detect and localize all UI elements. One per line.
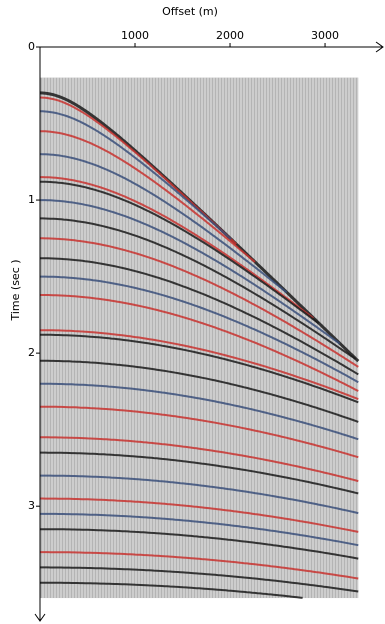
reflection-event bbox=[40, 176, 314, 319]
reflection-event bbox=[40, 294, 359, 392]
y-tick-label: 0 bbox=[28, 40, 35, 53]
reflection-event bbox=[40, 130, 256, 263]
reflection-event bbox=[40, 581, 303, 599]
reflection-event bbox=[40, 566, 359, 593]
reflection-event bbox=[40, 110, 232, 240]
reflection-event bbox=[40, 180, 320, 325]
reflection-event bbox=[40, 451, 359, 495]
x-tick-label: 3000 bbox=[311, 29, 339, 42]
reflection-event bbox=[40, 551, 359, 580]
reflection-event bbox=[40, 474, 359, 515]
x-axis-arrow bbox=[375, 41, 384, 53]
reflection-event bbox=[40, 528, 359, 560]
reflection-event bbox=[40, 199, 341, 345]
y-axis-title: Time (sec ) bbox=[9, 259, 22, 321]
reflection-event bbox=[40, 329, 359, 401]
reflection-event bbox=[39, 382, 359, 441]
x-axis-title: Offset (m) bbox=[162, 5, 218, 18]
reflection-event bbox=[40, 405, 359, 459]
reflection-event bbox=[40, 436, 359, 483]
y-axis-arrow bbox=[34, 613, 46, 622]
reflection-event bbox=[40, 497, 359, 533]
plot-area bbox=[39, 77, 360, 599]
reflection-event bbox=[40, 237, 359, 368]
x-tick-label: 2000 bbox=[216, 29, 244, 42]
y-tick-label: 3 bbox=[28, 499, 35, 512]
y-tick-label: 1 bbox=[28, 193, 35, 206]
y-tick-label: 2 bbox=[28, 346, 35, 359]
reflection-event bbox=[39, 153, 288, 294]
reflection-event bbox=[40, 257, 359, 376]
reflection-event bbox=[40, 512, 359, 547]
reflection-event bbox=[40, 333, 359, 404]
reflection-event bbox=[40, 217, 357, 360]
x-tick-label: 1000 bbox=[121, 29, 149, 42]
reflection-event bbox=[40, 275, 359, 384]
reflection-event bbox=[40, 359, 359, 423]
